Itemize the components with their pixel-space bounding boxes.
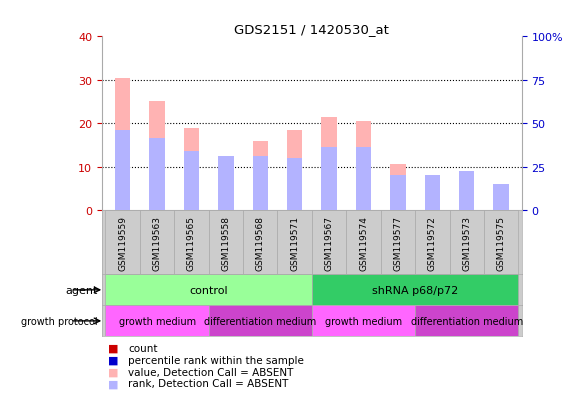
Text: GSM119571: GSM119571 [290,215,299,270]
Bar [356,148,371,211]
Bar [459,172,475,211]
Text: GSM119563: GSM119563 [153,215,161,270]
Text: GSM119574: GSM119574 [359,215,368,270]
Text: GSM119567: GSM119567 [325,215,333,270]
Bar [184,128,199,211]
Text: control: control [189,285,228,295]
Bar [149,139,165,211]
Text: GSM119565: GSM119565 [187,215,196,270]
Bar [287,131,303,211]
Bar [459,172,475,211]
Bar [218,165,234,211]
Text: GSM119575: GSM119575 [497,215,505,270]
Text: growth protocol: growth protocol [21,316,98,326]
Text: value, Detection Call = ABSENT: value, Detection Call = ABSENT [128,367,294,377]
Text: shRNA p68/p72: shRNA p68/p72 [372,285,458,295]
Bar [356,122,371,211]
Bar [115,78,131,211]
Bar [140,211,174,275]
Text: ■: ■ [108,343,118,353]
Bar [381,211,415,275]
Bar [312,211,346,275]
Text: GSM119573: GSM119573 [462,215,471,270]
Bar [424,176,440,211]
Bar [106,306,209,337]
Text: growth medium: growth medium [325,316,402,326]
Bar [424,183,440,211]
Bar [106,275,312,306]
Bar [415,211,449,275]
Bar [252,141,268,211]
Bar [484,211,518,275]
Bar [174,211,209,275]
Bar [209,306,312,337]
Text: GSM119558: GSM119558 [222,215,230,270]
Bar [390,165,406,211]
Bar [449,211,484,275]
Text: differentiation medium: differentiation medium [204,316,317,326]
Bar [278,211,312,275]
Bar [218,157,234,211]
Bar [415,306,518,337]
Bar [149,102,165,211]
Title: GDS2151 / 1420530_at: GDS2151 / 1420530_at [234,23,389,36]
Text: ■: ■ [108,379,118,389]
Text: ■: ■ [108,355,118,365]
Bar [312,306,415,337]
Bar [209,211,243,275]
Text: GSM119568: GSM119568 [256,215,265,270]
Bar [312,275,518,306]
Bar [346,211,381,275]
Text: differentiation medium: differentiation medium [410,316,523,326]
Text: GSM119572: GSM119572 [428,215,437,270]
Bar [115,131,131,211]
Text: GSM119577: GSM119577 [394,215,402,270]
Text: GSM119559: GSM119559 [118,215,127,270]
Text: count: count [128,343,158,353]
Bar [252,157,268,211]
Bar [184,152,199,211]
Bar [321,117,337,211]
Bar [321,148,337,211]
Text: growth medium: growth medium [118,316,196,326]
Bar [106,211,140,275]
Bar [243,211,278,275]
Text: rank, Detection Call = ABSENT: rank, Detection Call = ABSENT [128,379,289,389]
Text: ■: ■ [108,367,118,377]
Text: percentile rank within the sample: percentile rank within the sample [128,355,304,365]
Bar [390,176,406,211]
Bar [287,159,303,211]
Text: agent: agent [65,285,98,295]
Bar [493,191,509,211]
Bar [493,185,509,211]
